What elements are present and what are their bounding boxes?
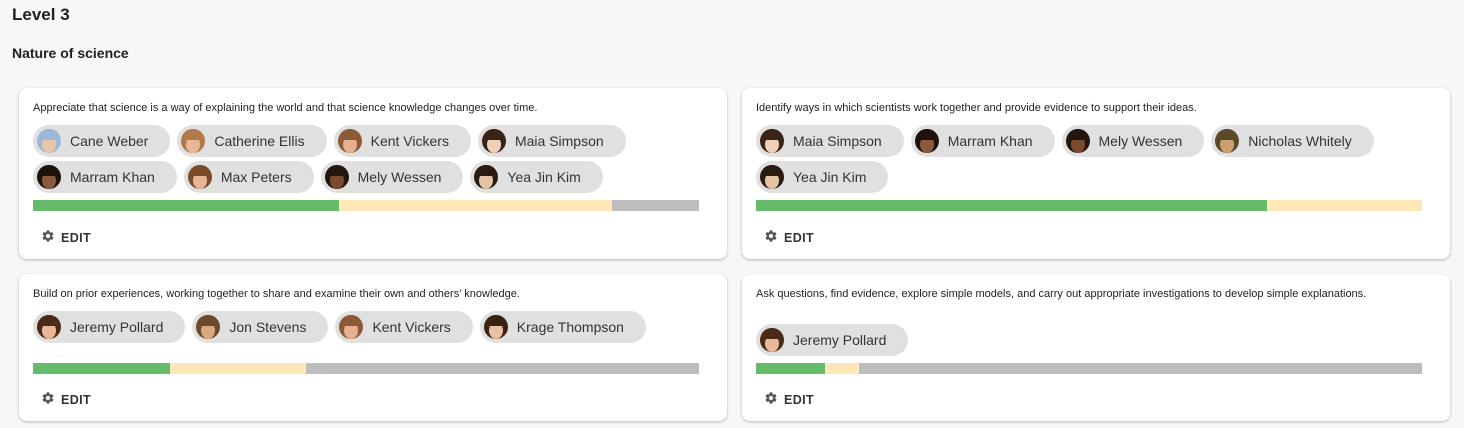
student-chip[interactable]: Kent Vickers (335, 311, 473, 343)
student-avatar (37, 129, 61, 153)
student-avatar (1065, 129, 1090, 153)
student-name: Jeremy Pollard (793, 332, 887, 348)
student-name: Yea Jin Kim (507, 169, 581, 185)
student-chip[interactable]: Marram Khan (910, 125, 1055, 157)
student-chip[interactable]: Yea Jin Kim (756, 161, 889, 193)
student-avatar (196, 315, 221, 339)
student-name: Kent Vickers (372, 319, 451, 335)
outcome-card: Build on prior experiences, working toge… (19, 274, 727, 421)
progress-in-progress-segment (824, 363, 859, 374)
level-title: Level 3 (12, 5, 70, 24)
student-name: Maia Simpson (514, 133, 604, 149)
student-chip[interactable]: Yea Jin Kim (470, 161, 603, 193)
progress-bar (33, 363, 699, 374)
progress-bar (756, 200, 1422, 211)
progress-in-progress-segment (339, 200, 613, 211)
outcome-description: Appreciate that science is a way of expl… (33, 102, 538, 114)
section-title: Nature of science (12, 45, 129, 61)
student-name: Krage Thompson (516, 319, 624, 335)
gear-icon (41, 391, 61, 408)
student-avatar (483, 315, 508, 339)
edit-label: EDIT (61, 230, 92, 245)
student-chip-list: Cane Weber Catherine Ellis Kent Vickers Mai… (33, 125, 713, 193)
student-avatar (181, 129, 206, 153)
student-avatar (760, 165, 784, 189)
progress-in-progress-segment (169, 363, 307, 374)
gear-icon (764, 391, 784, 408)
gear-icon (764, 229, 784, 246)
outcome-description: Build on prior experiences, working toge… (33, 288, 520, 300)
student-chip[interactable]: Max Peters (183, 161, 314, 193)
outcome-description: Identify ways in which scientists work t… (756, 102, 1197, 114)
student-chip[interactable]: Maia Simpson (477, 125, 626, 157)
student-avatar (339, 315, 364, 339)
student-name: Marram Khan (70, 169, 155, 185)
student-avatar (760, 328, 784, 352)
student-name: Catherine Ellis (214, 133, 305, 149)
progress-bar (756, 363, 1422, 374)
student-chip[interactable]: Marram Khan (33, 161, 177, 193)
student-name: Maia Simpson (793, 133, 882, 149)
student-chip[interactable]: Jeremy Pollard (33, 311, 186, 343)
student-name: Jon Stevens (229, 319, 307, 335)
student-chip[interactable]: Krage Thompson (479, 311, 646, 343)
student-chip[interactable]: Mely Wessen (1061, 125, 1205, 157)
progress-complete-segment (756, 363, 825, 374)
student-avatar (914, 129, 939, 153)
progress-bar (33, 200, 699, 211)
student-name: Marram Khan (947, 133, 1033, 149)
edit-label: EDIT (784, 392, 815, 407)
edit-button[interactable]: EDIT (764, 229, 814, 246)
student-avatar (324, 165, 349, 189)
edit-button[interactable]: EDIT (41, 229, 91, 246)
progress-complete-segment (756, 200, 1267, 211)
edit-button[interactable]: EDIT (41, 391, 91, 408)
student-avatar (1215, 129, 1240, 153)
student-chip-list: Jeremy Pollard Jon Stevens Kent Vickers Kra… (33, 311, 713, 343)
student-avatar (760, 129, 784, 153)
student-avatar (37, 315, 61, 339)
outcome-card: Appreciate that science is a way of expl… (19, 88, 727, 259)
student-avatar (37, 165, 61, 189)
student-avatar (474, 165, 499, 189)
student-name: Max Peters (220, 169, 292, 185)
student-name: Mely Wessen (357, 169, 442, 185)
edit-button[interactable]: EDIT (764, 391, 814, 408)
student-avatar (337, 129, 362, 153)
student-name: Kent Vickers (370, 133, 449, 149)
progress-in-progress-segment (1266, 200, 1422, 211)
student-chip[interactable]: Mely Wessen (320, 161, 464, 193)
gear-icon (41, 229, 61, 246)
edit-label: EDIT (61, 392, 92, 407)
student-chip-list: Jeremy Pollard (756, 324, 1436, 356)
outcome-description: Ask questions, find evidence, explore si… (756, 288, 1367, 300)
student-chip[interactable]: Kent Vickers (333, 125, 471, 157)
student-chip[interactable]: Cane Weber (33, 125, 171, 157)
edit-label: EDIT (784, 230, 815, 245)
progress-complete-segment (33, 363, 170, 374)
student-chip[interactable]: Jon Stevens (192, 311, 329, 343)
student-name: Yea Jin Kim (793, 169, 867, 185)
outcome-card: Ask questions, find evidence, explore si… (742, 274, 1450, 421)
student-name: Cane Weber (70, 133, 149, 149)
student-name: Nicholas Whitely (1248, 133, 1352, 149)
student-chip[interactable]: Catherine Ellis (177, 125, 327, 157)
student-chip[interactable]: Jeremy Pollard (756, 324, 909, 356)
student-name: Jeremy Pollard (70, 319, 164, 335)
student-name: Mely Wessen (1098, 133, 1183, 149)
student-chip[interactable]: Maia Simpson (756, 125, 904, 157)
student-chip[interactable]: Nicholas Whitely (1211, 125, 1374, 157)
progress-complete-segment (33, 200, 340, 211)
student-avatar (187, 165, 212, 189)
student-avatar (481, 129, 506, 153)
outcome-card: Identify ways in which scientists work t… (742, 88, 1450, 259)
student-chip-list: Maia Simpson Marram Khan Mely Wessen Nichol… (756, 125, 1436, 193)
